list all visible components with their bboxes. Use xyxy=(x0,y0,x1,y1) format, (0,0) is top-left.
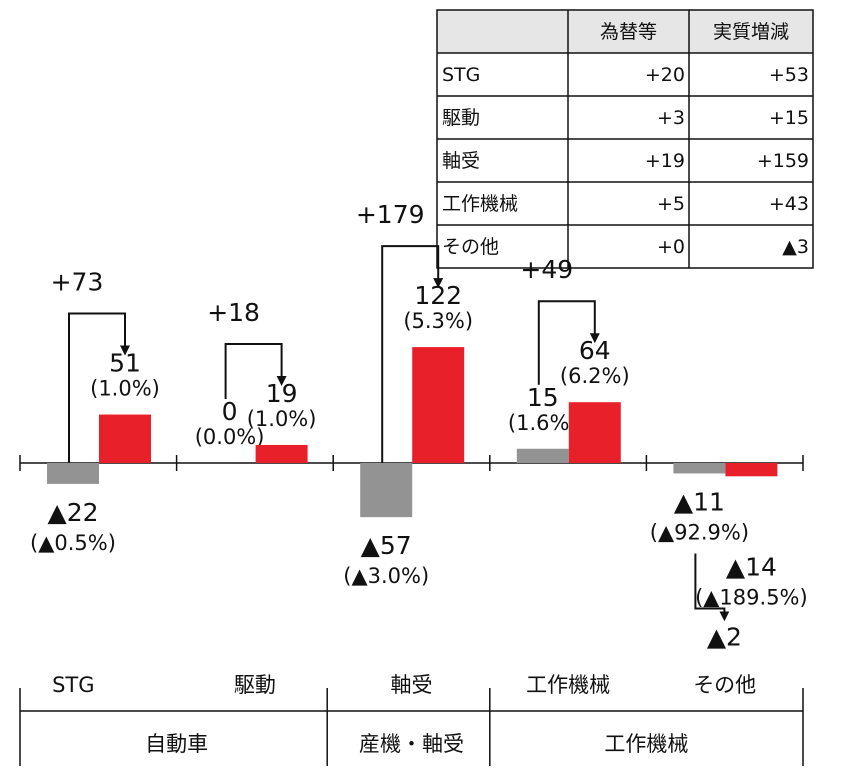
percent-label: (▲189.5%) xyxy=(695,585,808,609)
bar xyxy=(360,463,413,518)
table-cell: +159 xyxy=(757,150,809,172)
change-label: ▲2 xyxy=(707,622,742,651)
table-cell: +20 xyxy=(645,64,685,86)
change-arrow xyxy=(224,342,287,399)
percent-label: (5.3%) xyxy=(403,309,473,333)
table-row-label: その他 xyxy=(442,236,499,258)
change-label: +18 xyxy=(207,298,260,327)
value-label: ▲22 xyxy=(47,498,98,527)
table-row-label: 軸受 xyxy=(442,150,480,172)
table-cell: +0 xyxy=(657,236,685,258)
category-label: 軸受 xyxy=(391,673,433,697)
bar xyxy=(47,463,99,484)
table-row-label: 駆動 xyxy=(442,107,480,129)
table-cell: +19 xyxy=(645,150,685,172)
change-arrow xyxy=(537,300,600,385)
table-cell: +53 xyxy=(769,64,809,86)
bar xyxy=(99,414,151,463)
bar xyxy=(725,463,778,477)
percent-label: (▲3.0%) xyxy=(343,564,429,588)
bar xyxy=(516,448,569,463)
value-label: 51 xyxy=(109,349,141,378)
value-label: 15 xyxy=(527,383,559,412)
percent-label: (1.0%) xyxy=(247,407,317,431)
value-label: ▲11 xyxy=(674,487,725,516)
category-label: STG xyxy=(52,673,94,697)
change-arrow xyxy=(68,312,130,463)
percent-label: (6.2%) xyxy=(560,364,630,388)
bar xyxy=(255,444,308,463)
bar xyxy=(568,402,621,463)
table-row-label: 工作機械 xyxy=(442,193,518,215)
table-cell: +3 xyxy=(657,107,685,129)
group-label: 自動車 xyxy=(145,732,208,756)
category-label: 工作機械 xyxy=(526,673,610,697)
value-label: 19 xyxy=(266,379,298,408)
group-label: 産機・軸受 xyxy=(359,732,464,756)
percent-label: (▲92.9%) xyxy=(650,520,749,544)
change-arrow xyxy=(694,553,730,622)
table-cell: ▲3 xyxy=(782,236,809,258)
percent-label: (1.0%) xyxy=(90,377,160,401)
value-label: ▲57 xyxy=(361,531,412,560)
table-cell: +43 xyxy=(769,193,809,215)
percent-label: (▲0.5%) xyxy=(30,531,116,555)
table-cell: +5 xyxy=(657,193,685,215)
percent-label: (0.0%) xyxy=(195,425,265,449)
group-label: 工作機械 xyxy=(604,732,688,756)
table-header-bg xyxy=(437,10,813,53)
value-label: 64 xyxy=(579,336,611,365)
table-header: 為替等 xyxy=(600,21,657,43)
category-label: 駆動 xyxy=(234,673,276,697)
value-label: 122 xyxy=(414,281,462,310)
table-cell: +15 xyxy=(769,107,809,129)
table-row-label: STG xyxy=(442,64,480,86)
change-label: +179 xyxy=(356,200,425,229)
change-arrow xyxy=(381,245,444,463)
percent-label: (1.6%) xyxy=(508,411,578,435)
bar xyxy=(412,347,465,463)
value-label: ▲14 xyxy=(726,552,777,581)
change-label: +73 xyxy=(51,268,104,297)
bar xyxy=(673,463,726,474)
table-header: 実質増減 xyxy=(713,21,789,43)
value-label: 0 xyxy=(222,397,238,426)
category-label: その他 xyxy=(693,673,756,697)
change-label: +49 xyxy=(520,255,573,284)
